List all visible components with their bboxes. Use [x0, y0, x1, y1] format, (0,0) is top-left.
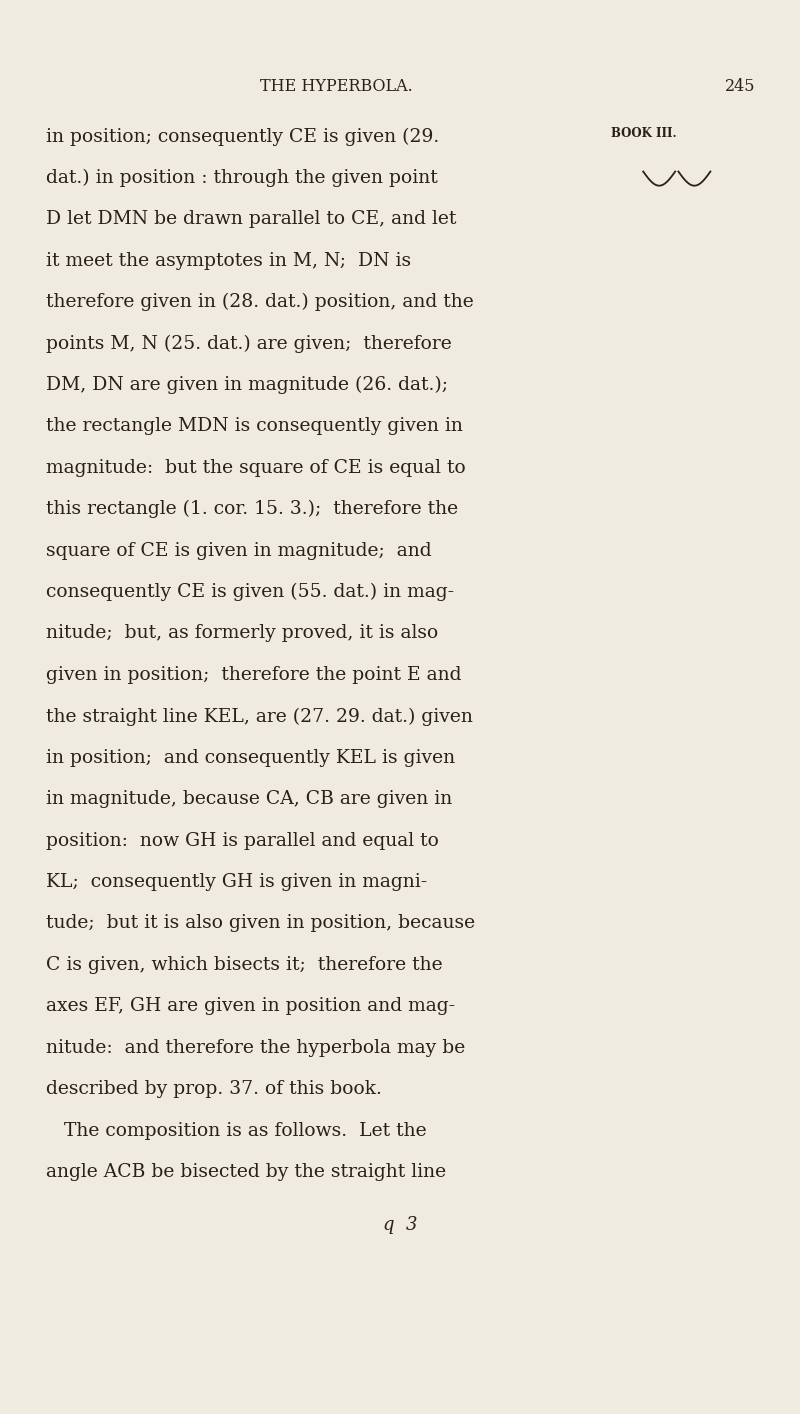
Text: the straight line KEL, are (27. 29. dat.) given: the straight line KEL, are (27. 29. dat.… [46, 707, 474, 725]
Text: given in position;  therefore the point E and: given in position; therefore the point E… [46, 666, 462, 684]
Text: KL;  consequently GH is given in magni-: KL; consequently GH is given in magni- [46, 872, 428, 891]
Text: therefore given in (28. dat.) position, and the: therefore given in (28. dat.) position, … [46, 293, 474, 311]
Text: q  3: q 3 [382, 1216, 418, 1234]
Text: nitude:  and therefore the hyperbola may be: nitude: and therefore the hyperbola may … [46, 1039, 466, 1056]
Text: D let DMN be drawn parallel to CE, and let: D let DMN be drawn parallel to CE, and l… [46, 211, 457, 228]
Text: DM, DN are given in magnitude (26. dat.);: DM, DN are given in magnitude (26. dat.)… [46, 376, 448, 395]
Text: The composition is as follows.  Let the: The composition is as follows. Let the [46, 1121, 427, 1140]
Text: the rectangle MDN is consequently given in: the rectangle MDN is consequently given … [46, 417, 463, 436]
Text: BOOK III.: BOOK III. [611, 127, 677, 140]
Text: in magnitude, because CA, CB are given in: in magnitude, because CA, CB are given i… [46, 790, 453, 809]
Text: dat.) in position : through the given point: dat.) in position : through the given po… [46, 168, 438, 187]
Text: angle ACB be bisected by the straight line: angle ACB be bisected by the straight li… [46, 1162, 446, 1181]
Text: square of CE is given in magnitude;  and: square of CE is given in magnitude; and [46, 542, 432, 560]
Text: C is given, which bisects it;  therefore the: C is given, which bisects it; therefore … [46, 956, 443, 974]
Text: points M, N (25. dat.) are given;  therefore: points M, N (25. dat.) are given; theref… [46, 334, 452, 352]
Text: nitude;  but, as formerly proved, it is also: nitude; but, as formerly proved, it is a… [46, 625, 438, 642]
Text: tude;  but it is also given in position, because: tude; but it is also given in position, … [46, 915, 475, 932]
Text: position:  now GH is parallel and equal to: position: now GH is parallel and equal t… [46, 831, 439, 850]
Text: 245: 245 [725, 78, 755, 95]
Text: THE HYPERBOLA.: THE HYPERBOLA. [260, 78, 412, 95]
Text: magnitude:  but the square of CE is equal to: magnitude: but the square of CE is equal… [46, 458, 466, 477]
Text: consequently CE is given (55. dat.) in mag-: consequently CE is given (55. dat.) in m… [46, 583, 454, 601]
Text: described by prop. 37. of this book.: described by prop. 37. of this book. [46, 1080, 382, 1099]
Text: axes EF, GH are given in position and mag-: axes EF, GH are given in position and ma… [46, 997, 455, 1015]
Text: in position; consequently CE is given (29.: in position; consequently CE is given (2… [46, 127, 440, 146]
Text: in position;  and consequently KEL is given: in position; and consequently KEL is giv… [46, 749, 455, 766]
Text: this rectangle (1. cor. 15. 3.);  therefore the: this rectangle (1. cor. 15. 3.); therefo… [46, 501, 458, 519]
Text: it meet the asymptotes in M, N;  DN is: it meet the asymptotes in M, N; DN is [46, 252, 411, 270]
